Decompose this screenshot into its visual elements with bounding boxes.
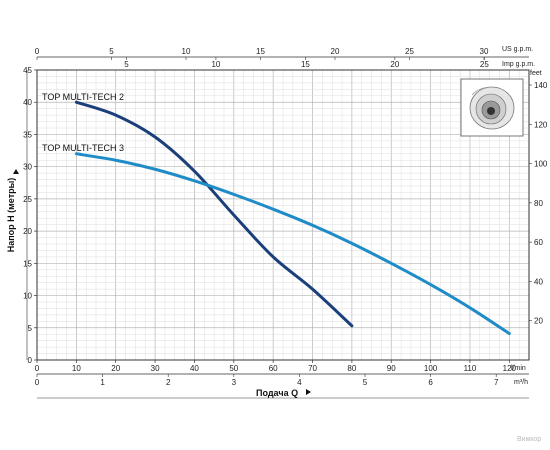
feet-unit: feet	[530, 70, 542, 77]
us-gpm-tick-label: 0	[35, 47, 40, 56]
m3h-tick-label: 4	[297, 378, 302, 387]
y-tick-label: 35	[23, 130, 32, 139]
x-tick-label: 70	[308, 364, 317, 373]
feet-tick-label: 80	[534, 199, 543, 208]
us-gpm-tick-label: 10	[182, 47, 191, 56]
m3h-tick-label: 5	[363, 378, 368, 387]
feet-tick-label: 60	[534, 238, 543, 247]
x-axis-arrow-icon	[306, 389, 311, 395]
imp-gpm-tick-label: 5	[124, 60, 129, 69]
us-gpm-tick-label: 20	[331, 47, 340, 56]
watermark: Вимкор	[517, 436, 541, 443]
us-gpm-unit: US g.p.m.	[502, 46, 533, 53]
x-tick-label: 110	[464, 364, 477, 373]
feet-tick-label: 40	[534, 277, 543, 286]
us-gpm-tick-label: 25	[405, 47, 414, 56]
series-line-1	[74, 100, 354, 328]
y-axis-title: Напор H (метры)	[6, 178, 16, 253]
y-tick-label: 15	[23, 259, 32, 268]
x-tick-label: 90	[387, 364, 396, 373]
m3h-tick-label: 2	[166, 378, 171, 387]
series-line-2	[74, 152, 511, 336]
m3h-tick-label: 6	[428, 378, 433, 387]
x-tick-label: 80	[347, 364, 356, 373]
series-lines	[74, 100, 511, 336]
m3h-tick-label: 3	[232, 378, 237, 387]
x-tick-label: 0	[35, 364, 40, 373]
x-tick-label: 10	[72, 364, 81, 373]
y-tick-label: 20	[23, 227, 32, 236]
imp-gpm-unit: Imp g.p.m.	[502, 61, 535, 68]
y-axis-arrow-icon	[13, 169, 19, 174]
imp-gpm-tick-label: 20	[390, 60, 399, 69]
us-gpm-tick-label: 15	[256, 47, 265, 56]
lmin-unit: l/min	[511, 365, 526, 372]
m3h-tick-label: 0	[35, 378, 40, 387]
series-label-mt3: TOP MULTI-TECH 3	[42, 143, 124, 153]
us-gpm-tick-label: 5	[109, 47, 114, 56]
pump-impeller-icon	[460, 78, 524, 137]
y-tick-label: 25	[23, 195, 32, 204]
x-tick-label: 40	[190, 364, 199, 373]
imp-gpm-tick-label: 10	[211, 60, 220, 69]
x-tick-label: 60	[269, 364, 278, 373]
y-tick-label: 5	[28, 324, 33, 333]
y-tick-label: 0	[28, 356, 33, 365]
x-tick-label: 120	[503, 364, 517, 373]
y-tick-label: 10	[23, 292, 32, 301]
us-gpm-tick-label: 30	[480, 47, 489, 56]
series-label-mt2: TOP MULTI-TECH 2	[42, 92, 124, 102]
feet-tick-label: 20	[534, 317, 543, 326]
ticks: 0 10 20 30 40 50 60 70 80 90 100 110 120051015202530…	[23, 47, 548, 387]
x-axis-title: Подача Q	[256, 388, 298, 398]
y-tick-label: 45	[23, 66, 32, 75]
imp-gpm-tick-label: 25	[480, 60, 489, 69]
x-tick-label: 50	[229, 364, 238, 373]
m3h-tick-label: 1	[100, 378, 105, 387]
y-tick-label: 40	[23, 98, 32, 107]
x-tick-label: 20	[111, 364, 120, 373]
feet-tick-label: 100	[534, 160, 548, 169]
y-tick-label: 30	[23, 163, 32, 172]
x-tick-label: 100	[424, 364, 438, 373]
m3h-unit: m³/h	[514, 379, 528, 386]
imp-gpm-tick-label: 15	[301, 60, 310, 69]
feet-tick-label: 140	[534, 81, 548, 90]
m3h-tick-label: 7	[494, 378, 499, 387]
feet-tick-label: 120	[534, 120, 548, 129]
x-tick-label: 30	[151, 364, 160, 373]
